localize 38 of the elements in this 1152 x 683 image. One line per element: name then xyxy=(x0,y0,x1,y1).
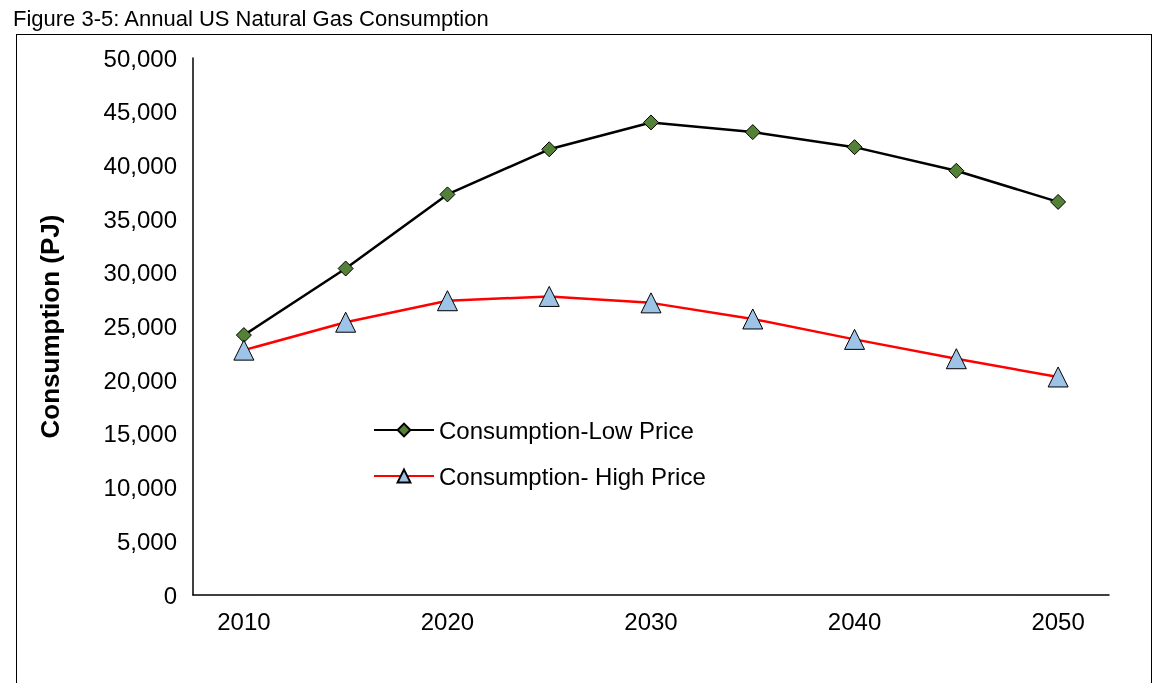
y-tick-label: 45,000 xyxy=(103,98,177,126)
x-tick-label: 2050 xyxy=(1031,607,1085,635)
point xyxy=(948,162,965,179)
point xyxy=(233,339,255,361)
point xyxy=(744,124,761,141)
point xyxy=(844,328,866,350)
point xyxy=(1050,193,1067,210)
y-axis-title: Consumption (PJ) xyxy=(35,214,65,439)
point xyxy=(742,308,764,330)
point xyxy=(640,292,662,314)
point xyxy=(945,348,967,370)
point xyxy=(436,290,458,312)
point xyxy=(643,114,659,131)
x-tick-label: 2010 xyxy=(217,607,271,635)
y-tick-label: 25,000 xyxy=(103,313,177,340)
y-tick-label: 15,000 xyxy=(103,420,177,448)
legend-label: Consumption-Low Price xyxy=(439,416,694,444)
point xyxy=(335,311,357,333)
y-tick-label: 50,000 xyxy=(103,44,177,72)
point xyxy=(541,141,558,158)
point xyxy=(1047,366,1069,388)
legend-label: Consumption- High Price xyxy=(439,462,706,490)
x-tick-label: 2030 xyxy=(624,607,678,635)
point xyxy=(538,285,560,307)
y-tick-label: 20,000 xyxy=(103,366,177,394)
y-tick-label: 35,000 xyxy=(103,205,177,233)
y-tick-label: 40,000 xyxy=(103,151,177,179)
x-tick-label: 2040 xyxy=(827,607,882,635)
point xyxy=(235,327,252,344)
y-tick-label: 0 xyxy=(163,581,177,609)
point xyxy=(337,260,354,277)
y-tick-label: 30,000 xyxy=(103,259,177,287)
chart-title: Figure 3-5: Annual US Natural Gas Consumption xyxy=(13,5,489,31)
point xyxy=(846,139,863,156)
y-tick-label: 5,000 xyxy=(116,527,177,555)
point xyxy=(439,186,456,203)
x-tick-label: 2020 xyxy=(420,607,475,635)
y-tick-label: 10,000 xyxy=(103,474,177,502)
